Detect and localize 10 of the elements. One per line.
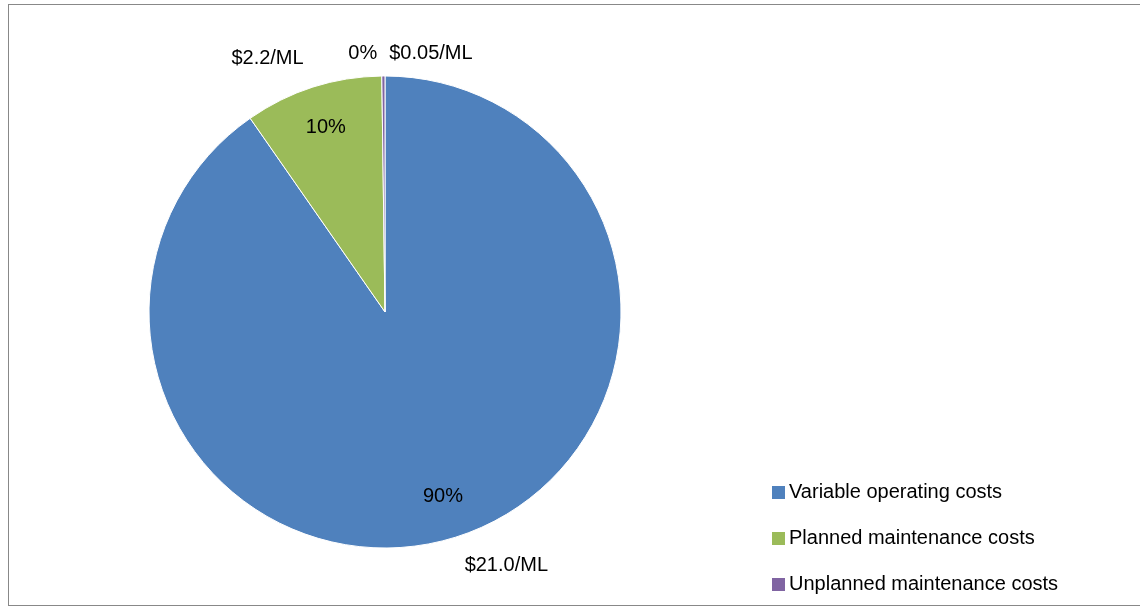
legend-label: Variable operating costs	[789, 480, 1003, 502]
legend-label: Unplanned maintenance costs	[789, 572, 1059, 594]
data-label: $2.2/ML	[231, 46, 304, 69]
text: 0%	[348, 41, 378, 64]
text: 90%	[422, 483, 464, 506]
legend-label: Planned maintenance costs	[789, 526, 1035, 548]
data-label: $0.05/ML	[389, 41, 473, 64]
data-label: $21.0/ML	[464, 553, 549, 576]
pie-slice	[148, 75, 622, 549]
text: 10%	[305, 115, 347, 138]
